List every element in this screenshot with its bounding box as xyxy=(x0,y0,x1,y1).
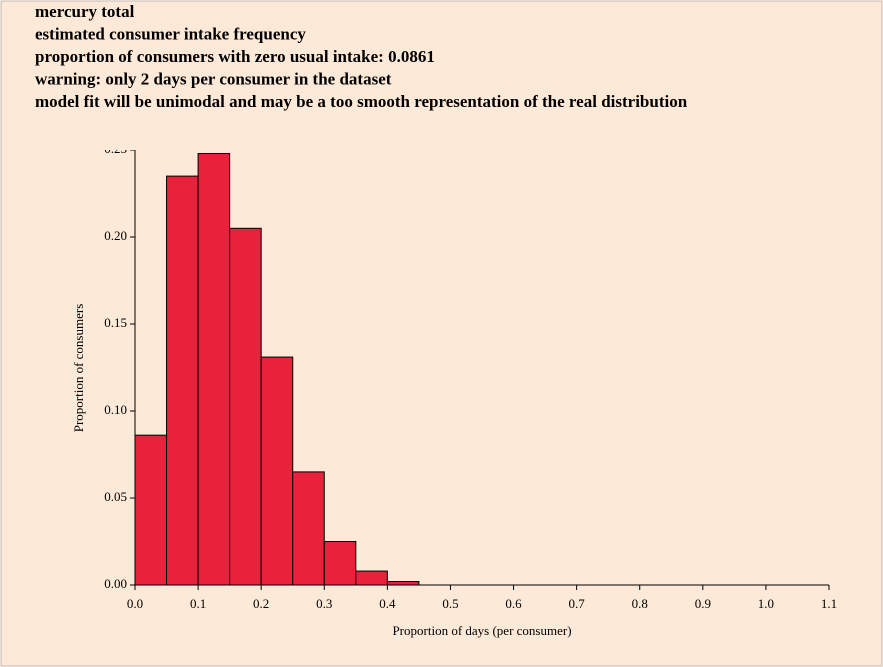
title-line: estimated consumer intake frequency xyxy=(35,24,306,43)
bar xyxy=(197,152,231,586)
title-line: model fit will be unimodal and may be a … xyxy=(35,92,688,111)
y-tick-label: 0.00 xyxy=(104,576,127,591)
title-background xyxy=(20,4,880,150)
y-axis-label: Proportion of consumers xyxy=(71,304,86,433)
title-block: mercury total estimated consumer intake f… xyxy=(35,2,688,111)
x-tick-label: 0.1 xyxy=(190,596,206,611)
x-tick-label: 0.0 xyxy=(127,596,143,611)
bar xyxy=(355,570,388,586)
bar xyxy=(292,471,325,586)
y-tick-label: 0.05 xyxy=(104,489,127,504)
y-tick-label: 0.15 xyxy=(104,315,127,330)
x-axis-label: Proportion of days (per consumer) xyxy=(392,623,571,638)
y-tick-label: 0.20 xyxy=(104,228,127,243)
bar xyxy=(386,581,420,586)
x-tick-label: 0.5 xyxy=(442,596,458,611)
bar xyxy=(166,175,199,586)
y-tick-label: 0.10 xyxy=(104,402,127,417)
title-line: proportion of consumers with zero usual … xyxy=(35,47,435,66)
x-tick-label: 0.9 xyxy=(695,596,711,611)
x-tick-label: 0.8 xyxy=(632,596,648,611)
bar xyxy=(260,356,294,586)
x-tick-label: 0.2 xyxy=(253,596,269,611)
x-tick-label: 1.1 xyxy=(821,596,837,611)
x-tick-label: 0.6 xyxy=(505,596,522,611)
bar xyxy=(323,541,357,586)
title-line: warning: only 2 days per consumer in the… xyxy=(35,69,392,88)
bar xyxy=(134,434,168,586)
bar xyxy=(229,227,262,586)
x-tick-label: 0.4 xyxy=(379,596,396,611)
plot-area: 0.0 0.1 0.2 0.3 0.4 0.5 0.6 0.7 0.8 0.9 1.0 1.1 0.00… xyxy=(104,141,837,611)
x-tick-label: 0.3 xyxy=(316,596,332,611)
x-tick-label: 0.7 xyxy=(569,596,586,611)
x-tick-label: 1.0 xyxy=(758,596,774,611)
title-line: mercury total xyxy=(35,2,135,21)
